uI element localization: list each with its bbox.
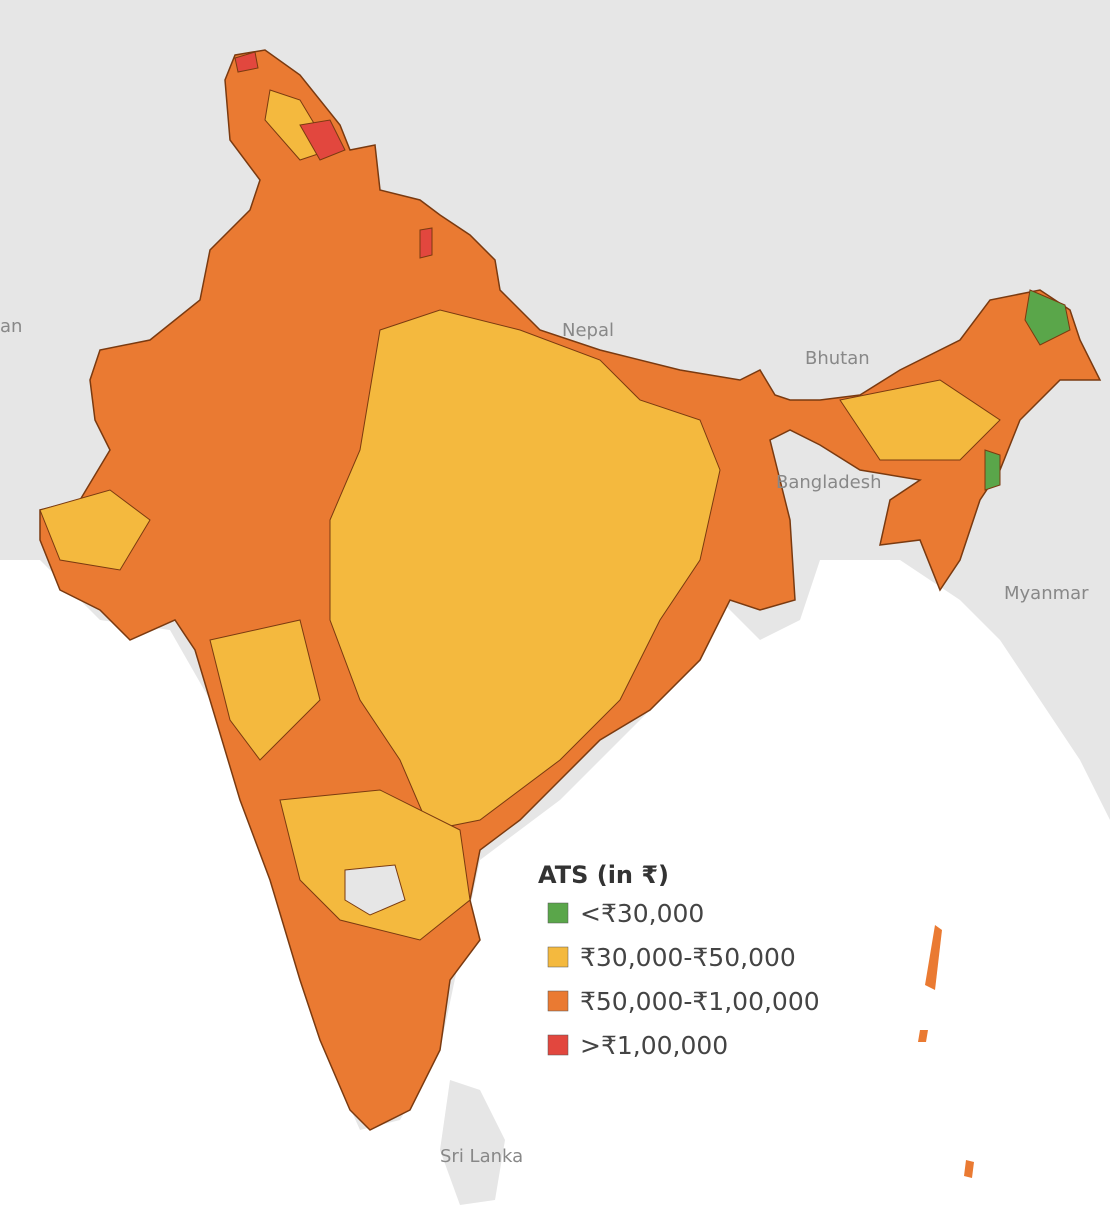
legend-label: >₹1,00,000 (580, 1031, 728, 1060)
legend-swatch (547, 902, 569, 924)
region-yellow (39, 489, 151, 571)
region-green (984, 449, 1001, 491)
region-nodata (344, 864, 406, 916)
country-label: Sri Lanka (440, 1146, 523, 1167)
legend-title: ATS (in ₹) (538, 861, 669, 889)
legend-swatch (547, 1034, 569, 1056)
country-label: Nepal (562, 320, 614, 341)
country-label: Myanmar (1004, 583, 1089, 604)
region-green (1024, 289, 1071, 346)
region-yellow (209, 619, 321, 761)
country-label: Bhutan (805, 348, 870, 369)
sri-lanka-land (440, 1080, 505, 1205)
region-yellow (329, 309, 721, 831)
country-label: Bangladesh (776, 472, 882, 493)
legend-label: <₹30,000 (580, 899, 704, 928)
legend-swatch (547, 990, 569, 1012)
region-red (419, 227, 433, 259)
country-label: an (0, 316, 22, 337)
legend: <₹30,000 ₹30,000-₹50,000 ₹50,000-₹1,00,000… (547, 899, 820, 1060)
region-yellow (279, 789, 471, 941)
region-red (299, 119, 346, 161)
nicobar (964, 1160, 974, 1178)
andaman (918, 1030, 928, 1042)
legend-label: ₹50,000-₹1,00,000 (580, 987, 820, 1016)
andaman (925, 925, 942, 990)
region-yellow (839, 379, 1001, 461)
region-red (234, 51, 259, 73)
legend-swatch (547, 946, 569, 968)
legend-label: ₹30,000-₹50,000 (580, 943, 796, 972)
